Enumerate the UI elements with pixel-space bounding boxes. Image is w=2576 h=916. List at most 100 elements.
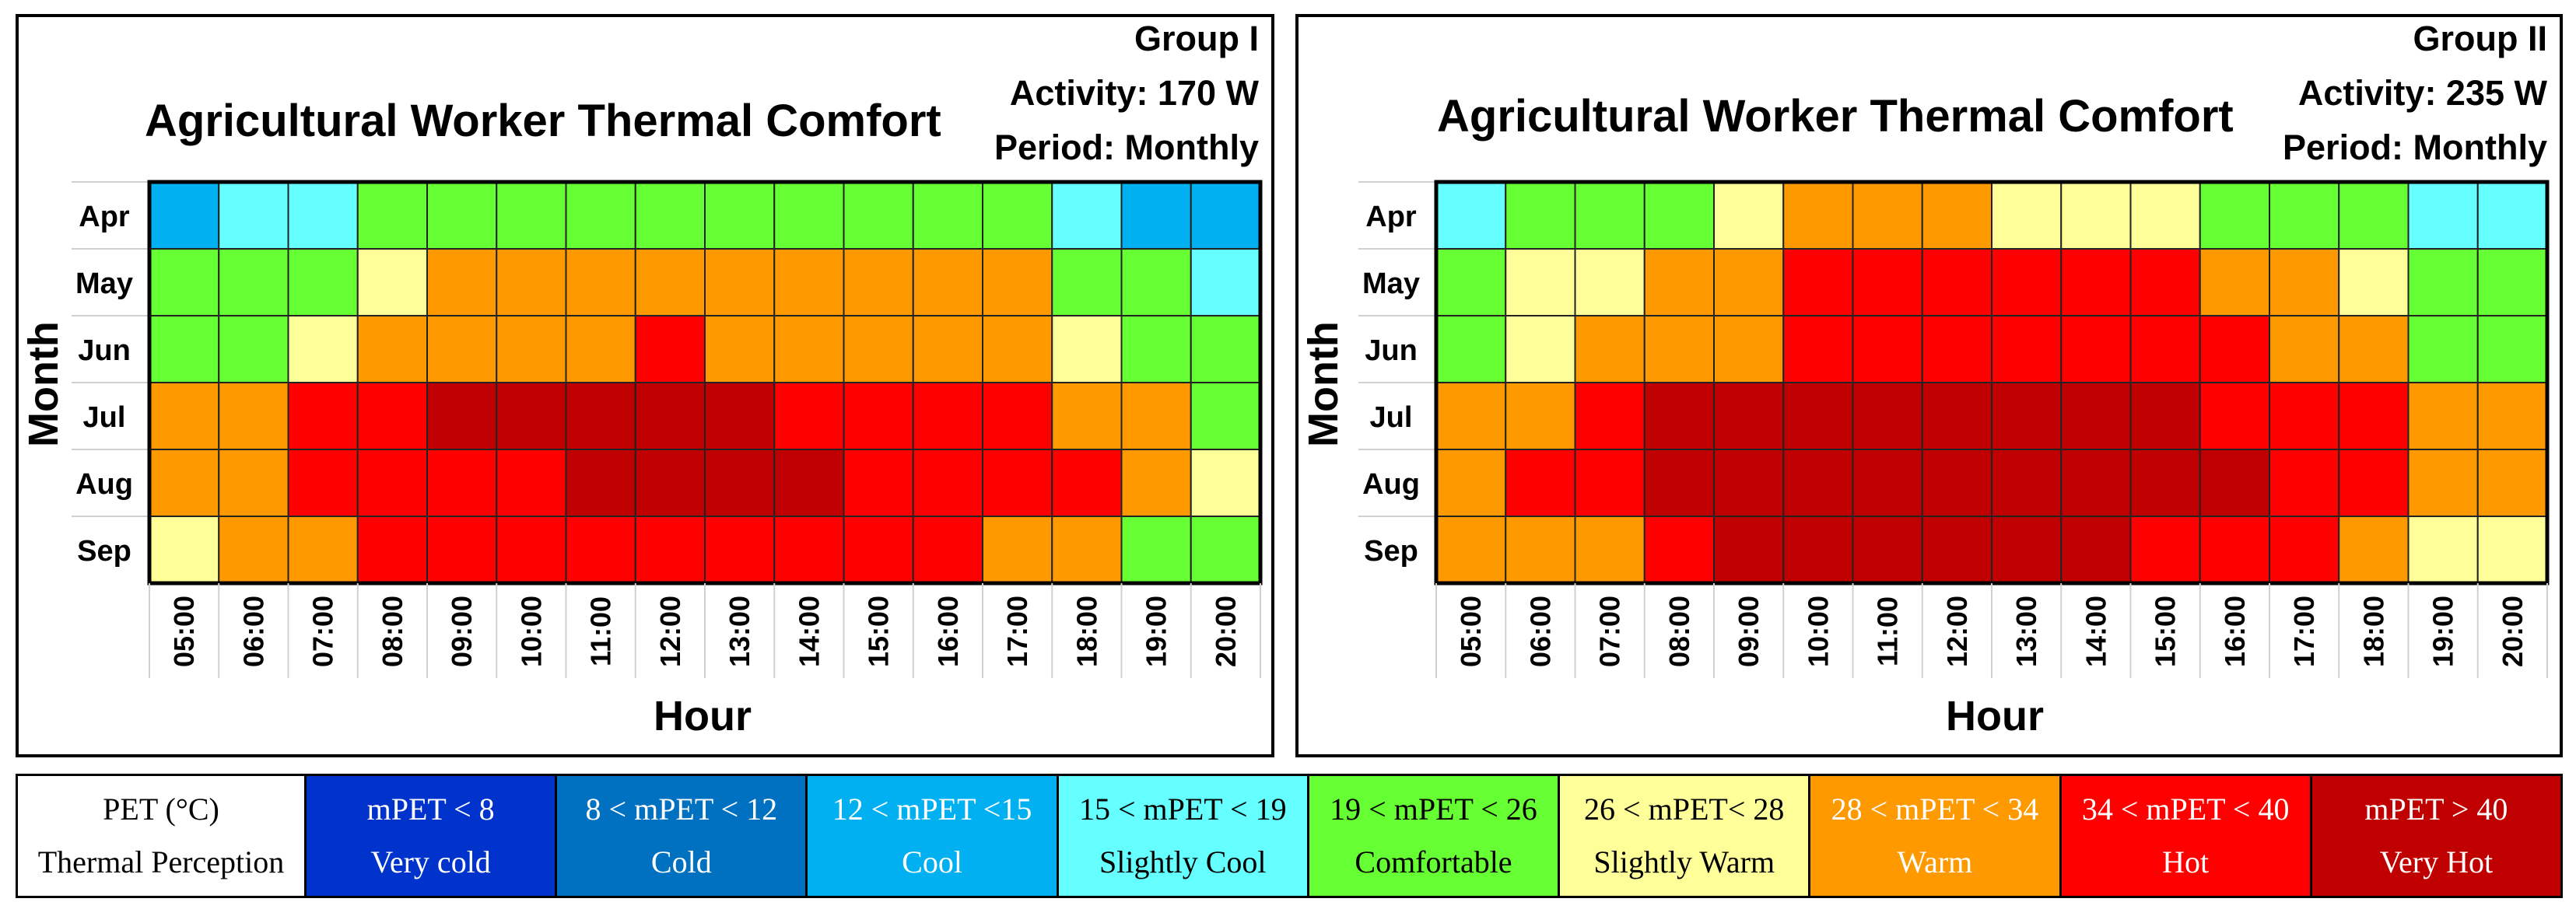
heatmap-cell	[1574, 516, 1645, 584]
heatmap-cell	[1991, 315, 2063, 383]
heatmap-cell	[356, 516, 428, 584]
heatmap-cell	[1505, 449, 1576, 517]
legend-range: 34 < mPET < 40	[2081, 792, 2290, 827]
heatmap-cell	[1574, 248, 1645, 316]
heatmap-cell	[496, 248, 567, 316]
heatmap-cell	[2060, 382, 2132, 450]
heatmap-cell	[1574, 382, 1645, 450]
hour-tick-label: 20:00	[1210, 596, 1242, 667]
period-label: Period: Monthly	[994, 128, 1259, 167]
heatmap-cell	[2476, 382, 2548, 450]
hour-tick-label: 14:00	[2080, 596, 2112, 667]
hour-tick-label: 08:00	[1663, 596, 1695, 667]
heatmap-cell	[2338, 449, 2410, 517]
heatmap-cell	[982, 449, 1053, 517]
chart-title: Agricultural Worker Thermal Comfort	[1437, 91, 2234, 142]
heatmap-cell	[2199, 382, 2270, 450]
heatmap-cell	[1713, 315, 1785, 383]
heatmap-cell	[1435, 516, 1507, 584]
heatmap-cell	[773, 382, 845, 450]
heatmap-cell	[2199, 449, 2270, 517]
hour-tick-label: 09:00	[446, 596, 478, 667]
hour-tick-label: 15:00	[2150, 596, 2182, 667]
hour-tick-label: 08:00	[377, 596, 408, 667]
month-tick-label: May	[75, 267, 133, 300]
period-label: Period: Monthly	[2283, 128, 2547, 167]
month-tick-label: May	[1362, 267, 1420, 300]
month-tick-label: Jul	[1370, 401, 1413, 434]
heatmap-cell	[1051, 181, 1123, 250]
heatmap-cell	[1435, 248, 1507, 316]
heatmap-cell	[843, 248, 914, 316]
hour-tick-label: 11:00	[585, 596, 617, 666]
activity-label: Activity: 235 W	[2297, 73, 2547, 113]
heatmap-cell	[2199, 516, 2270, 584]
heatmap-cell	[565, 315, 636, 383]
heatmap-cell	[1643, 516, 1715, 584]
thermal-perception-legend: PET (°C) Thermal Perception mPET < 8 Very…	[16, 774, 2563, 898]
hour-tick-label: 15:00	[863, 596, 895, 667]
heatmap-cell	[2129, 248, 2201, 316]
legend-item-hot: 34 < mPET < 40 Hot	[2061, 776, 2312, 896]
legend-item-comfortable: 19 < mPET < 26 Comfortable	[1309, 776, 1561, 896]
heatmap-cell	[912, 382, 983, 450]
heatmap-cell	[287, 248, 359, 316]
heatmap-cell	[1574, 449, 1645, 517]
chart-panel-group-1: Agricultural Worker Thermal Comfort Grou…	[16, 14, 1274, 757]
heatmap-cell	[2476, 248, 2548, 316]
hour-tick-label: 20:00	[2497, 596, 2529, 667]
legend-range: 28 < mPET < 34	[1831, 792, 2039, 827]
heatmap-cell	[1051, 315, 1123, 383]
legend-label: Very Hot	[2379, 844, 2494, 879]
heatmap-cell	[287, 516, 359, 584]
heatmap-cell	[426, 516, 498, 584]
heatmap-cell	[1190, 382, 1261, 450]
heatmap-cell	[1921, 516, 1992, 584]
month-tick-label: Apr	[79, 201, 130, 233]
hour-tick-label: 17:00	[2288, 596, 2320, 667]
heatmap-cell	[1643, 449, 1715, 517]
heatmap-cell	[149, 382, 220, 450]
month-tick-label: Apr	[1365, 201, 1417, 233]
heatmap-cell	[356, 181, 428, 250]
heatmap-cell	[2338, 315, 2410, 383]
heatmap-cell	[1120, 382, 1192, 450]
group-label: Group II	[2413, 19, 2548, 58]
hour-tick-label: 13:00	[724, 596, 755, 667]
heatmap-cell	[2269, 248, 2340, 316]
heatmap-group-1: Apr May Jun Jul Aug Sep 05:00 06:00 07:00 08:00 09…	[72, 180, 1263, 678]
heatmap-cell	[1713, 449, 1785, 517]
heatmap-cell	[1782, 516, 1854, 584]
heatmap-cell	[149, 449, 220, 517]
heatmap-cell	[1991, 248, 2063, 316]
heatmap-cell	[2407, 449, 2479, 517]
heatmap-cell	[356, 382, 428, 450]
heatmap-cell	[287, 382, 359, 450]
heatmap-cell	[843, 449, 914, 517]
heatmap-cell	[2407, 516, 2479, 584]
month-tick-label: Aug	[1362, 468, 1420, 501]
heatmap-cell	[982, 382, 1053, 450]
heatmap-cell	[1852, 516, 1923, 584]
heatmap-cell	[2407, 315, 2479, 383]
heatmap-cell	[1921, 382, 1992, 450]
heatmap-cell	[2060, 449, 2132, 517]
heatmap-cell	[1051, 248, 1123, 316]
hour-tick-label: 19:00	[1141, 596, 1172, 667]
heatmap-cell	[2476, 181, 2548, 250]
legend-label: Very cold	[370, 844, 491, 879]
month-tick-label: Jun	[78, 334, 131, 367]
legend-items: mPET < 8 Very cold 8 < mPET < 12 Cold 12 < m…	[307, 776, 2560, 896]
heatmap-cell	[1120, 449, 1192, 517]
heatmap-cell	[912, 181, 983, 250]
heatmap-cell	[2060, 315, 2132, 383]
heatmap-cell	[1120, 516, 1192, 584]
heatmap-cell	[2407, 382, 2479, 450]
legend-range: 26 < mPET< 28	[1584, 792, 1785, 827]
heatmap-cell	[356, 248, 428, 316]
heatmap-cell	[1713, 382, 1785, 450]
heatmap-cell	[1921, 181, 1992, 250]
legend-item-cool: 12 < mPET <15 Cool	[808, 776, 1059, 896]
heatmap-cell	[1991, 449, 2063, 517]
heatmap-group-2: Apr May Jun Jul Aug Sep 05:00 06:00 07:00 08:00 09…	[1358, 180, 2550, 678]
